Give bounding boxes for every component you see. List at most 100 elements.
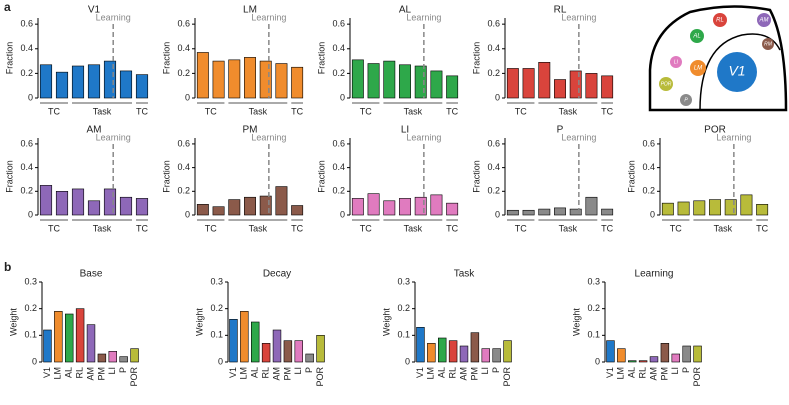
- bar: [259, 195, 272, 216]
- bar: [438, 337, 447, 363]
- bar: [103, 60, 117, 99]
- bar: [682, 345, 691, 363]
- y-tick-label: 0.6: [487, 138, 500, 148]
- y-tick-label: 0.4: [20, 43, 33, 53]
- panel-label: b: [4, 260, 11, 274]
- bar: [585, 73, 598, 99]
- y-tick-label: 0: [28, 209, 33, 219]
- annotation: Learning: [406, 132, 441, 142]
- annotation: Learning: [251, 12, 286, 22]
- y-axis-label: Fraction: [161, 160, 171, 193]
- x-tick-label: V1: [605, 367, 615, 378]
- y-axis-label: Fraction: [626, 160, 636, 193]
- bar: [135, 74, 149, 99]
- group-label: TC: [205, 106, 217, 116]
- area-label: POR: [661, 81, 672, 87]
- y-axis-label: Fraction: [316, 160, 326, 193]
- group-label: TC: [136, 106, 148, 116]
- bar: [103, 188, 117, 216]
- chart-title: POR: [704, 125, 726, 136]
- chart-title: AL: [399, 5, 412, 16]
- x-tick-label: RL: [74, 367, 84, 379]
- y-tick-label: 0.1: [397, 330, 410, 340]
- bar: [55, 71, 69, 99]
- group-label: TC: [360, 106, 372, 116]
- bar: [212, 206, 225, 216]
- x-tick-label: POR: [129, 367, 139, 387]
- chart-title: LI: [401, 125, 409, 136]
- bar: [259, 60, 272, 99]
- x-tick-label: AL: [250, 367, 260, 378]
- bar: [229, 319, 238, 363]
- x-tick-label: V1: [42, 367, 52, 378]
- bar: [522, 68, 535, 99]
- group-label: TC: [291, 223, 303, 233]
- y-tick-label: 0.3: [587, 276, 600, 286]
- bar: [283, 340, 293, 363]
- x-tick-label: AL: [64, 367, 74, 378]
- bar: [130, 348, 139, 363]
- bar: [244, 196, 256, 216]
- bar: [481, 348, 490, 363]
- y-tick-label: 0.4: [332, 43, 345, 53]
- bar: [554, 79, 566, 99]
- bar: [446, 75, 459, 99]
- group-label: Task: [714, 223, 733, 233]
- bar: [606, 340, 615, 363]
- chart-title: P: [557, 125, 564, 136]
- bar: [71, 65, 85, 99]
- y-tick-label: 0.1: [24, 330, 37, 340]
- bar: [470, 332, 480, 363]
- bar: [649, 356, 659, 363]
- group-label: TC: [446, 223, 458, 233]
- y-tick-label: 0.6: [332, 19, 345, 29]
- x-tick-label: RL: [447, 367, 457, 379]
- x-tick-label: LI: [293, 367, 303, 375]
- bar: [55, 191, 69, 216]
- y-tick-label: 0.2: [397, 303, 410, 313]
- group-label: TC: [291, 106, 303, 116]
- y-tick-label: 0: [340, 209, 345, 219]
- bar: [430, 70, 443, 99]
- bar: [660, 343, 670, 363]
- annotation: Learning: [251, 132, 286, 142]
- y-tick-label: 0: [28, 92, 33, 102]
- x-tick-label: PM: [96, 367, 106, 381]
- area-label: AL: [692, 34, 700, 40]
- x-tick-label: POR: [315, 367, 325, 387]
- bar: [251, 321, 260, 363]
- bar: [367, 193, 380, 216]
- bar: [240, 311, 249, 363]
- annotation: Learning: [561, 132, 596, 142]
- x-tick-label: POR: [502, 367, 512, 387]
- y-tick-label: 0: [218, 356, 223, 366]
- area-dot: [690, 29, 704, 43]
- y-tick-label: 0.6: [20, 19, 33, 29]
- y-tick-label: 0: [340, 92, 345, 102]
- y-tick-label: 0.2: [587, 303, 600, 313]
- y-tick-label: 0.4: [177, 162, 190, 172]
- y-tick-label: 0.6: [177, 138, 190, 148]
- bar: [351, 59, 364, 99]
- area-dot: [659, 77, 673, 91]
- bar: [399, 198, 411, 216]
- area-label: AM: [759, 18, 769, 24]
- bar: [459, 345, 469, 363]
- chart-title: LM: [243, 5, 257, 16]
- annotation: Learning: [406, 12, 441, 22]
- bar: [275, 63, 288, 99]
- group-label: Task: [404, 223, 423, 233]
- x-tick-label: V1: [415, 367, 425, 378]
- bar: [108, 351, 117, 363]
- area-dot: [670, 56, 682, 68]
- x-tick-label: PM: [282, 367, 292, 381]
- x-tick-label: PM: [659, 367, 669, 381]
- y-tick-label: 0.6: [642, 138, 655, 148]
- chart-title: Base: [80, 269, 103, 280]
- bar: [75, 308, 85, 363]
- area-label: RM: [764, 41, 773, 47]
- bar: [316, 335, 325, 363]
- group-label: TC: [48, 106, 60, 116]
- y-tick-label: 0.4: [177, 43, 190, 53]
- x-tick-label: P: [304, 367, 314, 373]
